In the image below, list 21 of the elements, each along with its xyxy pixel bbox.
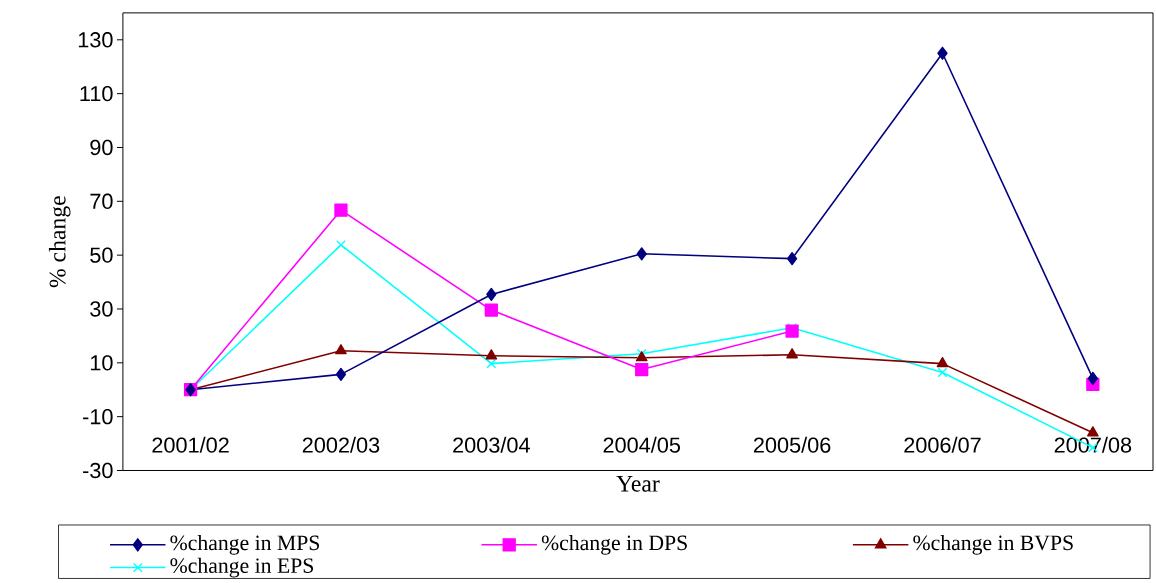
x-tick-label: 2001/02	[152, 436, 229, 453]
x-tick-label: 2005/06	[753, 436, 831, 453]
x-tick-label: 2004/05	[603, 436, 681, 453]
y-axis-title: % change	[48, 195, 71, 288]
legend-label: %change in DPS	[541, 534, 687, 555]
y-tick-label: 50	[90, 247, 113, 263]
y-tick-label: 10	[90, 354, 113, 371]
y-tick-label: -10	[83, 408, 113, 425]
y-tick-label: 70	[90, 193, 113, 209]
y-tick-label: 110	[80, 85, 113, 102]
legend-label: %change in BVPS	[913, 534, 1073, 555]
y-tick-label: 90	[90, 139, 113, 155]
legend-label: %change in EPS	[170, 557, 313, 578]
y-tick-label: -30	[83, 462, 113, 478]
x-axis-title: Year	[616, 475, 660, 492]
legend-label: %change in MPS	[170, 534, 320, 555]
x-tick-label: 2003/04	[453, 436, 530, 453]
y-tick-label: 30	[90, 301, 113, 317]
x-tick-label: 2006/07	[904, 436, 981, 453]
x-tick-label: 2002/03	[302, 436, 380, 453]
y-tick-label: 130	[78, 31, 113, 48]
